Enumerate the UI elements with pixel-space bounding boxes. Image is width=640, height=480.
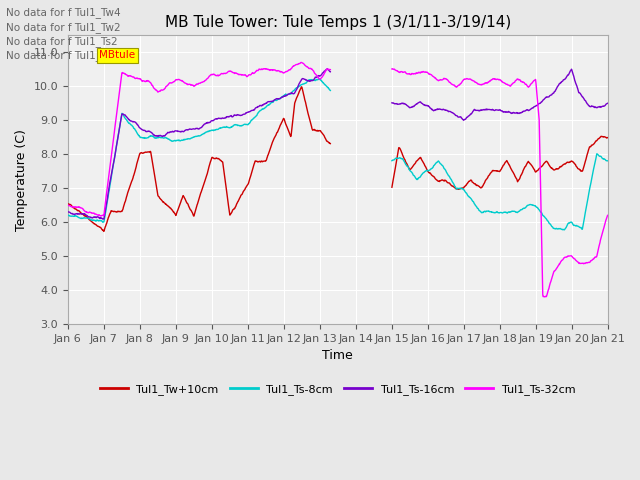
Title: MB Tule Tower: Tule Temps 1 (3/1/11-3/19/14): MB Tule Tower: Tule Temps 1 (3/1/11-3/19… <box>164 15 511 30</box>
Text: No data for f Tul1_Ts2: No data for f Tul1_Ts2 <box>6 36 118 47</box>
X-axis label: Time: Time <box>323 349 353 362</box>
Y-axis label: Temperature (C): Temperature (C) <box>15 129 28 230</box>
Text: No data for f Tul1_Tw4: No data for f Tul1_Tw4 <box>6 7 121 18</box>
Legend: Tul1_Tw+10cm, Tul1_Ts-8cm, Tul1_Ts-16cm, Tul1_Ts-32cm: Tul1_Tw+10cm, Tul1_Ts-8cm, Tul1_Ts-16cm,… <box>95 379 580 399</box>
Text: No data for f Tul1_Tw2: No data for f Tul1_Tw2 <box>6 22 121 33</box>
Text: No data for f Tul1_Tule: No data for f Tul1_Tule <box>6 50 122 61</box>
Text: MBtule: MBtule <box>99 50 135 60</box>
